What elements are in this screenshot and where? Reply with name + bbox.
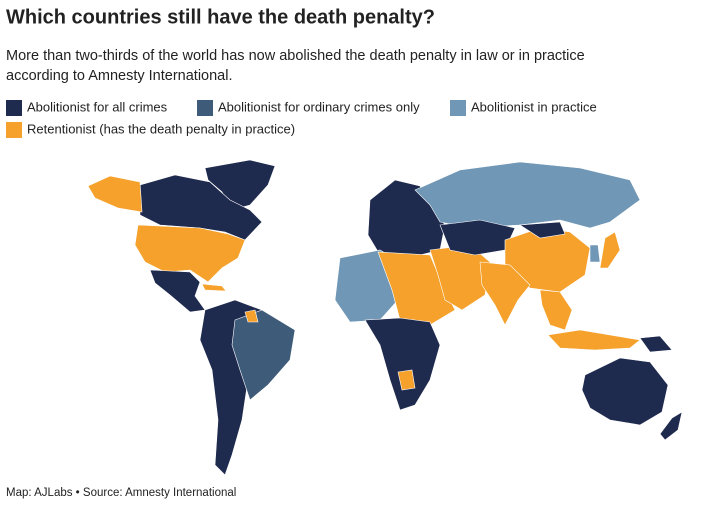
legend: Abolitionist for all crimes Abolitionist… bbox=[6, 99, 597, 138]
new-zealand bbox=[659, 411, 683, 441]
legend-label: Retentionist (has the death penalty in p… bbox=[27, 121, 295, 136]
subtitle-line: according to Amnesty International. bbox=[6, 68, 233, 84]
footer: Map: AJLabs • Source: Amnesty Internatio… bbox=[6, 487, 236, 499]
south-east-asia bbox=[539, 289, 573, 331]
central-africa bbox=[364, 317, 441, 411]
alaska bbox=[87, 175, 143, 213]
cuba bbox=[201, 283, 227, 292]
north-east-africa bbox=[377, 251, 456, 326]
legend-swatch bbox=[6, 100, 22, 116]
indonesia bbox=[547, 329, 641, 351]
korea bbox=[589, 244, 601, 263]
legend-label: Abolitionist for ordinary crimes only bbox=[218, 99, 420, 114]
australia bbox=[581, 357, 669, 426]
mexico bbox=[149, 269, 206, 313]
usa bbox=[134, 224, 246, 283]
japan bbox=[599, 231, 621, 269]
brazil bbox=[231, 309, 296, 401]
india bbox=[479, 261, 531, 326]
central-asia bbox=[439, 219, 516, 256]
canada bbox=[139, 174, 263, 241]
legend-label: Abolitionist in practice bbox=[471, 99, 597, 114]
title: Which countries still have the death pen… bbox=[6, 6, 435, 28]
legend-swatch bbox=[197, 100, 213, 116]
legend-swatch bbox=[450, 100, 466, 116]
world-map bbox=[87, 159, 683, 476]
legend-label: Abolitionist for all crimes bbox=[27, 99, 168, 114]
russia bbox=[414, 161, 641, 229]
subtitle-line: More than two-thirds of the world has no… bbox=[6, 48, 585, 64]
guyana bbox=[244, 309, 259, 323]
legend-swatch bbox=[6, 122, 22, 138]
papua bbox=[639, 335, 673, 353]
botswana bbox=[397, 369, 416, 391]
mongolia bbox=[519, 221, 566, 239]
